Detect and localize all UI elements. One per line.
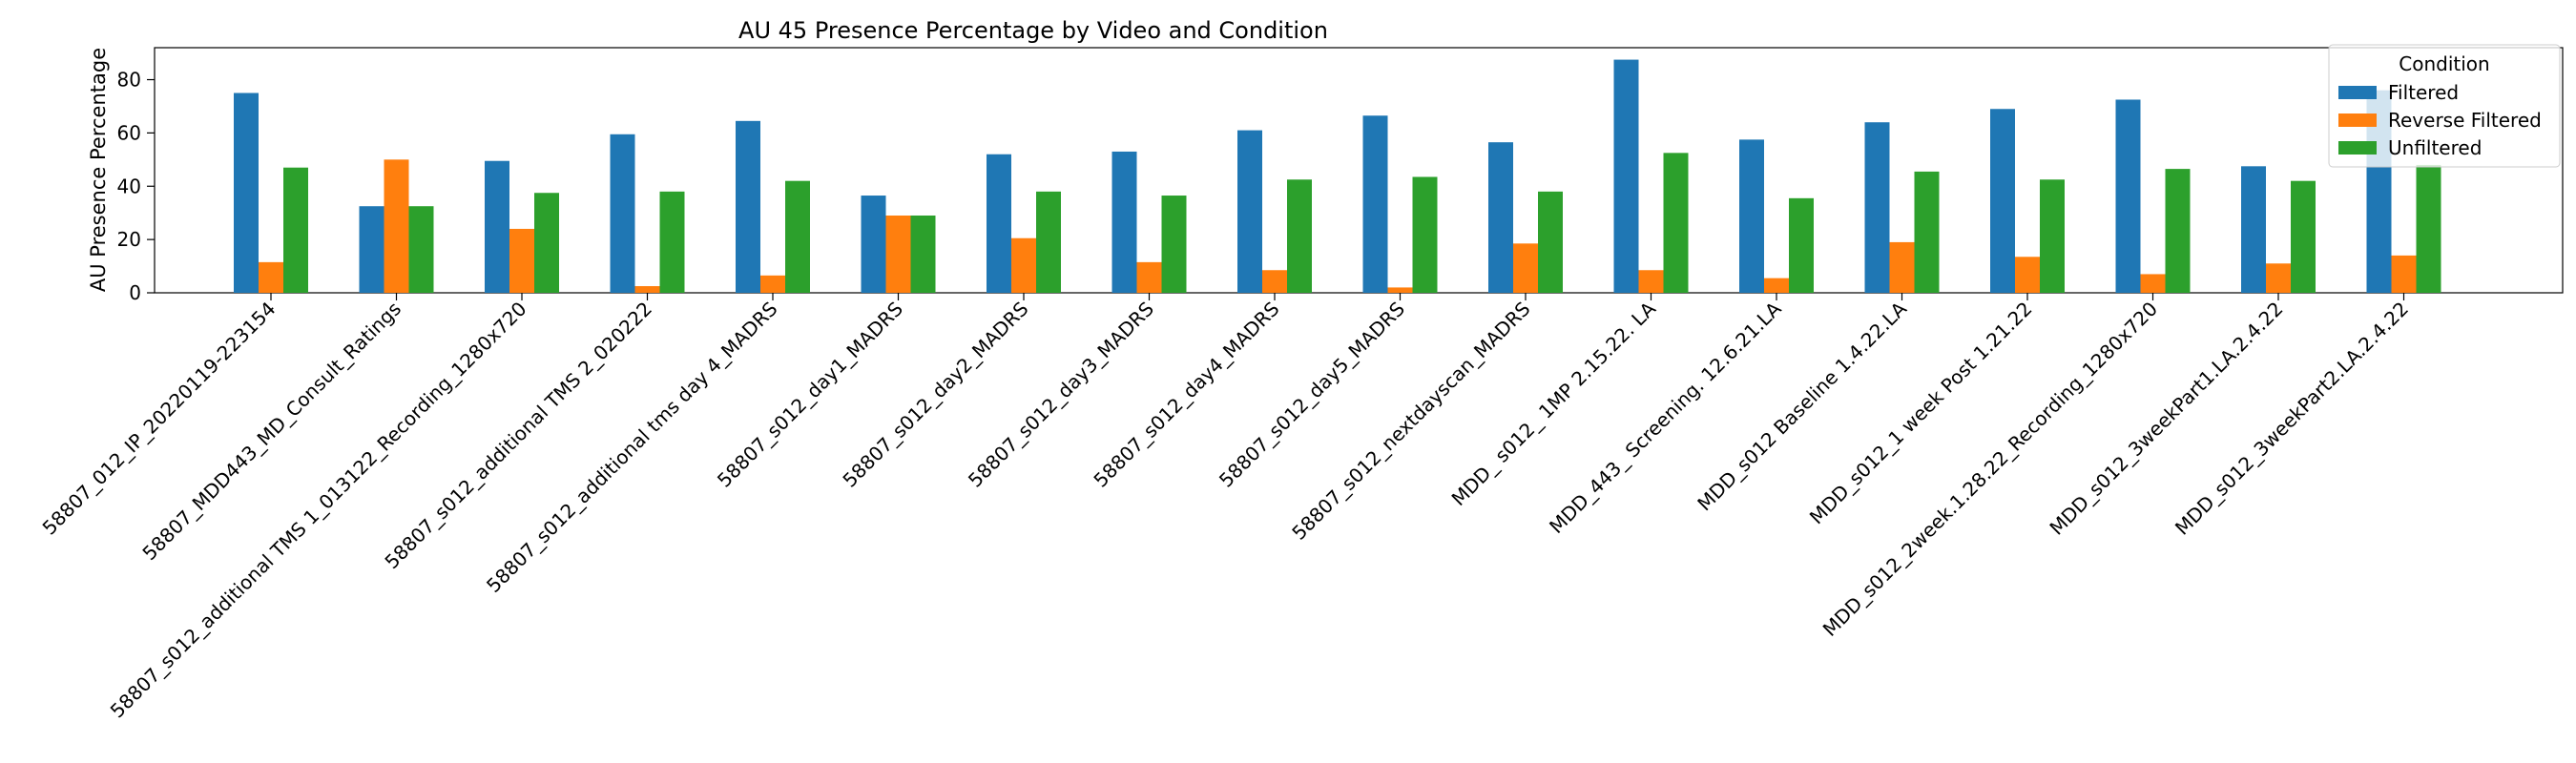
x-axis: 58807_012_IP_20220119-22315458807_MDD443…	[38, 293, 2413, 722]
bar-reverse-filtered	[1136, 261, 1162, 293]
bar-filtered	[2115, 99, 2141, 293]
bar-filtered	[234, 93, 259, 293]
bar-reverse-filtered	[1764, 278, 1789, 293]
x-tick-label: MDD_443_ Screening. 12.6.21.LA	[1545, 297, 1786, 538]
bar-reverse-filtered	[2266, 263, 2291, 293]
bar-reverse-filtered	[384, 159, 409, 293]
bar-reverse-filtered	[1262, 270, 1287, 293]
bar-unfiltered	[1161, 196, 1187, 293]
legend-swatch	[2338, 113, 2377, 127]
bar-filtered	[359, 206, 384, 293]
bar-filtered	[1864, 122, 1890, 293]
bar-unfiltered	[659, 191, 685, 293]
bar-filtered	[1237, 130, 1262, 293]
bar-unfiltered	[283, 167, 308, 293]
x-tick-label: 58807_s012_nextdayscan_MADRS	[1287, 298, 1534, 545]
bar-reverse-filtered	[760, 275, 785, 293]
y-axis: 0 20 40 60 80	[117, 69, 155, 304]
bar-unfiltered	[1789, 197, 1814, 293]
bar-unfiltered	[1914, 171, 1940, 293]
legend-box	[2328, 44, 2561, 168]
bar-unfiltered	[1412, 176, 1438, 293]
x-tick-label: MDD_s012_3weekPart2.LA.2.4.22	[2171, 298, 2413, 540]
bar-unfiltered	[2291, 180, 2316, 293]
bar-filtered	[1488, 142, 1513, 293]
bar-unfiltered	[785, 180, 810, 293]
bar-reverse-filtered	[2140, 274, 2166, 293]
legend-swatch	[2338, 141, 2377, 155]
y-tick-label: 0	[129, 281, 141, 304]
y-tick-label: 60	[117, 121, 141, 144]
y-tick-label: 40	[117, 175, 141, 197]
bar-filtered	[610, 134, 635, 293]
x-tick-label: MDD_s012_3weekPart1.LA.2.4.22	[2045, 298, 2287, 540]
y-tick-label: 20	[117, 228, 141, 251]
legend-label: Filtered	[2388, 81, 2459, 104]
x-tick-label: 58807_s012_additional tms day 4_MADRS	[482, 298, 782, 598]
bar-filtered	[1111, 151, 1137, 293]
x-tick-label: MDD_s012_1 week Post 1.21.22	[1805, 298, 2037, 529]
bar-unfiltered	[1538, 191, 1563, 293]
bar-unfiltered	[1287, 179, 1312, 293]
bar-reverse-filtered	[1513, 243, 1538, 293]
bar-unfiltered	[408, 206, 434, 293]
bar-filtered	[1990, 109, 2015, 293]
bar-unfiltered	[2165, 169, 2191, 293]
bar-reverse-filtered	[634, 286, 660, 293]
y-axis-title: AU Presence Percentage	[87, 48, 110, 292]
legend-swatch	[2338, 86, 2377, 99]
bar-filtered	[2241, 166, 2266, 293]
y-tick-label: 80	[117, 69, 141, 92]
legend-label: Reverse Filtered	[2388, 109, 2542, 132]
bar-reverse-filtered	[259, 261, 283, 293]
bar-filtered	[485, 160, 509, 293]
legend-label: Unfiltered	[2388, 136, 2482, 159]
chart-title: AU 45 Presence Percentage by Video and C…	[738, 17, 1328, 44]
bars	[234, 59, 2441, 294]
bar-reverse-filtered	[2391, 255, 2417, 293]
bar-unfiltered	[1663, 153, 1689, 293]
bar-filtered	[1739, 139, 1764, 293]
x-tick-label: 58807_s012_additional TMS 1_013122_Recor…	[106, 298, 531, 723]
x-tick-label: MDD_ s012_ 1MP 2.15.22. LA	[1447, 297, 1661, 510]
x-tick-label: MDD_s012 Baseline 1.4.22.LA	[1693, 297, 1911, 515]
bar-reverse-filtered	[1011, 237, 1036, 293]
bar-unfiltered	[534, 193, 559, 293]
x-tick-label: 58807_s012_additional TMS 2_020222	[380, 298, 656, 574]
bar-reverse-filtered	[509, 228, 534, 293]
bar-reverse-filtered	[1387, 287, 1413, 293]
x-tick-label: 58807_012_IP_20220119-223154	[38, 298, 280, 540]
bar-filtered	[1362, 115, 1388, 293]
bar-filtered	[987, 154, 1011, 293]
bar-unfiltered	[1036, 191, 1061, 293]
x-tick-label: 58807_MDD443_MD_Consult_Ratings	[137, 298, 405, 566]
bar-reverse-filtered	[2015, 257, 2040, 293]
legend-title: Condition	[2399, 52, 2489, 75]
bar-reverse-filtered	[1638, 270, 1664, 293]
bar-unfiltered	[2040, 179, 2065, 293]
bar-unfiltered	[910, 215, 936, 293]
bar-filtered	[1613, 59, 1639, 294]
bar-unfiltered	[2416, 164, 2441, 293]
bar-reverse-filtered	[885, 215, 911, 293]
bar-reverse-filtered	[1889, 241, 1915, 293]
bar-filtered	[736, 120, 760, 294]
bar-filtered	[861, 196, 886, 293]
legend: Condition Filtered Reverse Filtered Unfilte…	[2328, 44, 2561, 168]
